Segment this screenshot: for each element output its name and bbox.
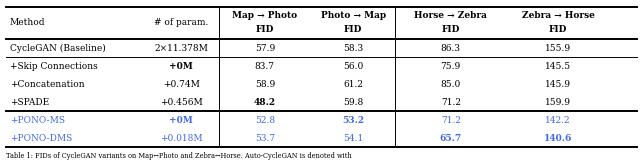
Text: Map → Photo: Map → Photo <box>232 11 298 20</box>
Text: 83.7: 83.7 <box>255 62 275 71</box>
Text: 145.9: 145.9 <box>545 80 571 89</box>
Text: 85.0: 85.0 <box>441 80 461 89</box>
Text: 59.8: 59.8 <box>343 98 364 107</box>
Text: +0.456M: +0.456M <box>160 98 203 107</box>
Text: 145.5: 145.5 <box>545 62 571 71</box>
Text: +PONO-MS: +PONO-MS <box>10 116 65 125</box>
Text: Horse → Zebra: Horse → Zebra <box>414 11 487 20</box>
Text: Photo → Map: Photo → Map <box>321 11 386 20</box>
Text: +0M: +0M <box>170 116 193 125</box>
Text: 56.0: 56.0 <box>343 62 364 71</box>
Text: +0.74M: +0.74M <box>163 80 200 89</box>
Text: 159.9: 159.9 <box>545 98 571 107</box>
Text: +Skip Connections: +Skip Connections <box>10 62 97 71</box>
Text: 71.2: 71.2 <box>441 116 461 125</box>
Text: +0.018M: +0.018M <box>160 134 203 143</box>
Text: FID: FID <box>344 25 362 34</box>
Text: Method: Method <box>10 19 45 27</box>
Text: Zebra → Horse: Zebra → Horse <box>522 11 595 20</box>
Text: +Concatenation: +Concatenation <box>10 80 84 89</box>
Text: +SPADE: +SPADE <box>10 98 49 107</box>
Text: 54.1: 54.1 <box>343 134 364 143</box>
Text: +PONO-DMS: +PONO-DMS <box>10 134 72 143</box>
Text: 155.9: 155.9 <box>545 44 571 53</box>
Text: 52.8: 52.8 <box>255 116 275 125</box>
Text: 2×11.378M: 2×11.378M <box>154 44 208 53</box>
Text: FID: FID <box>255 25 274 34</box>
Text: Table 1: FIDs of CycleGAN variants on Map↔Photo and Zebra↔Horse. Auto-CycleGAN i: Table 1: FIDs of CycleGAN variants on Ma… <box>6 152 352 160</box>
Text: 65.7: 65.7 <box>440 134 462 143</box>
Text: 142.2: 142.2 <box>545 116 571 125</box>
Text: FID: FID <box>549 25 567 34</box>
Text: 53.2: 53.2 <box>342 116 364 125</box>
Text: +0M: +0M <box>170 62 193 71</box>
Text: CycleGAN (Baseline): CycleGAN (Baseline) <box>10 44 106 53</box>
Text: 86.3: 86.3 <box>441 44 461 53</box>
Text: # of param.: # of param. <box>154 19 209 27</box>
Text: 140.6: 140.6 <box>544 134 572 143</box>
Text: 75.9: 75.9 <box>441 62 461 71</box>
Text: 61.2: 61.2 <box>343 80 363 89</box>
Text: 57.9: 57.9 <box>255 44 275 53</box>
Text: 71.2: 71.2 <box>441 98 461 107</box>
Text: 58.3: 58.3 <box>343 44 363 53</box>
Text: FID: FID <box>442 25 460 34</box>
Text: 53.7: 53.7 <box>255 134 275 143</box>
Text: 58.9: 58.9 <box>255 80 275 89</box>
Text: 48.2: 48.2 <box>254 98 276 107</box>
